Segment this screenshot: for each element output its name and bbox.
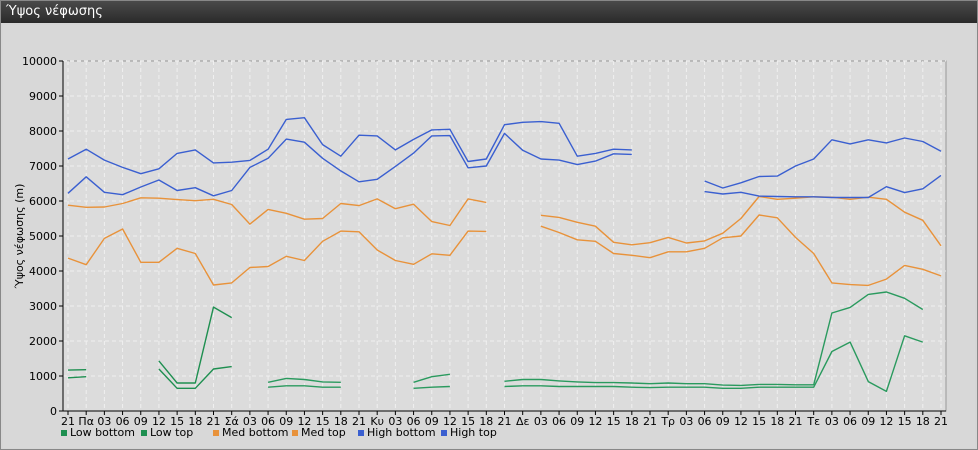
- cloud-height-chart: 0 1000 2000 3000 4000 5000 6000 7000 8000 9000 100…: [3, 25, 975, 448]
- x-tick-label-26: 03: [534, 415, 548, 428]
- legend-label-0: Low bottom: [70, 426, 135, 439]
- x-tick-label-34: 03: [679, 415, 693, 428]
- x-tick-label-42: 03: [825, 415, 839, 428]
- x-tick-label-38: 15: [752, 415, 766, 428]
- x-tick-label-47: 18: [916, 415, 930, 428]
- series-line-2: [268, 335, 924, 393]
- x-tick-label-14: 15: [316, 415, 330, 428]
- y-tick-label-5: 5000: [29, 230, 57, 243]
- x-tick-label-8: 21: [207, 415, 221, 428]
- window-title: Ύψος νέφωσης: [1, 1, 977, 23]
- x-tick-label-36: 09: [716, 415, 730, 428]
- x-tick-label-22: 15: [461, 415, 475, 428]
- x-tick-label-20: 09: [425, 415, 439, 428]
- series-line-1: [67, 306, 233, 384]
- series-line-7: [67, 117, 942, 189]
- legend-swatch-0: [61, 430, 67, 436]
- x-tick-label-24: 21: [498, 415, 512, 428]
- legend-swatch-5: [441, 430, 447, 436]
- series-line-3: [267, 291, 924, 387]
- y-tick-label-8: 8000: [29, 125, 57, 138]
- series-line-0: [67, 365, 232, 389]
- y-tick-label-7: 7000: [29, 160, 57, 173]
- x-tick-label-21: 12: [443, 415, 457, 428]
- legend-swatch-1: [141, 430, 147, 436]
- x-tick-label-4: 09: [134, 415, 148, 428]
- x-tick-label-44: 09: [861, 415, 875, 428]
- legend-label-4: High bottom: [367, 426, 436, 439]
- x-tick-label-3: 06: [116, 415, 130, 428]
- x-tick-label-39: 18: [770, 415, 784, 428]
- x-tick-label-33: Τρ: [660, 415, 675, 428]
- legend-label-1: Low top: [150, 426, 193, 439]
- x-tick-label-45: 12: [879, 415, 893, 428]
- legend-swatch-3: [292, 430, 298, 436]
- x-tick-label-9: Σά: [225, 415, 239, 428]
- x-tick-label-2: 03: [97, 415, 111, 428]
- x-tick-label-0: 21: [61, 415, 75, 428]
- y-axis-label: Ύψος νέφωσης (m): [13, 184, 26, 290]
- x-tick-label-25: Δε: [516, 415, 530, 428]
- x-tick-label-17: Κυ: [370, 415, 384, 428]
- x-tick-label-43: 06: [843, 415, 857, 428]
- x-tick-label-30: 15: [607, 415, 621, 428]
- x-tick-label-7: 18: [188, 415, 202, 428]
- x-tick-label-46: 15: [898, 415, 912, 428]
- x-tick-label-37: 12: [734, 415, 748, 428]
- x-tick-label-27: 06: [552, 415, 566, 428]
- x-tick-label-32: 21: [643, 415, 657, 428]
- y-tick-label-10: 10000: [22, 55, 57, 68]
- x-tick-label-15: 18: [334, 415, 348, 428]
- x-tick-label-48: 21: [934, 415, 948, 428]
- y-tick-label-4: 4000: [29, 265, 57, 278]
- legend-swatch-2: [213, 430, 219, 436]
- x-tick-label-19: 06: [407, 415, 421, 428]
- y-tick-label-1: 1000: [29, 370, 57, 383]
- series-line-5: [67, 195, 942, 247]
- x-tick-label-6: 15: [170, 415, 184, 428]
- x-tick-label-5: 12: [152, 415, 166, 428]
- y-tick-label-9: 9000: [29, 90, 57, 103]
- y-tick-label-2: 2000: [29, 335, 57, 348]
- x-tick-label-18: 03: [388, 415, 402, 428]
- x-tick-label-1: Πα: [78, 415, 94, 428]
- legend-label-2: Med bottom: [222, 426, 289, 439]
- x-tick-label-41: Τε: [806, 415, 820, 428]
- y-tick-label-0: 0: [50, 405, 57, 418]
- legend-label-3: Med top: [301, 426, 346, 439]
- series-line-6: [67, 132, 942, 199]
- x-tick-label-13: 12: [297, 415, 311, 428]
- x-tick-label-10: 03: [243, 415, 257, 428]
- x-tick-label-28: 09: [570, 415, 584, 428]
- legend-swatch-4: [358, 430, 364, 436]
- x-tick-label-29: 12: [588, 415, 602, 428]
- x-tick-label-12: 09: [279, 415, 293, 428]
- x-tick-label-16: 21: [352, 415, 366, 428]
- x-tick-label-35: 06: [698, 415, 712, 428]
- legend-label-5: High top: [450, 426, 497, 439]
- y-tick-label-6: 6000: [29, 195, 57, 208]
- x-tick-label-11: 06: [261, 415, 275, 428]
- x-tick-label-31: 18: [625, 415, 639, 428]
- series-line-4: [67, 214, 942, 287]
- x-tick-label-40: 21: [789, 415, 803, 428]
- y-tick-label-3: 3000: [29, 300, 57, 313]
- x-tick-label-23: 18: [479, 415, 493, 428]
